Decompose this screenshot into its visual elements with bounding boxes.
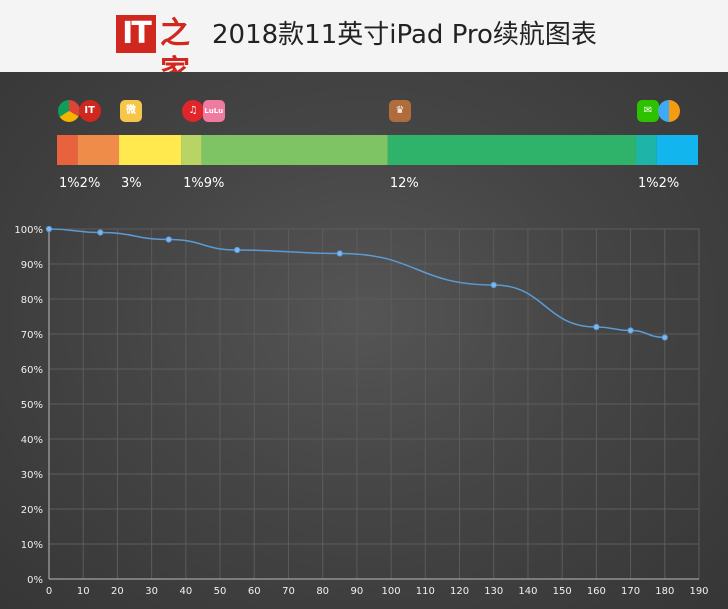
- data-point: [336, 250, 343, 257]
- x-tick-label: 110: [416, 586, 435, 597]
- y-tick-label: 40%: [21, 435, 43, 446]
- wechat-icon: ✉: [636, 100, 659, 122]
- x-tick-label: 160: [587, 586, 606, 597]
- y-tick-label: 30%: [21, 470, 43, 481]
- x-tick-label: 100: [382, 586, 401, 597]
- data-point: [234, 246, 241, 254]
- x-tick-label: 20: [111, 586, 124, 597]
- usage-segment: [77, 135, 120, 165]
- x-tick-label: 190: [689, 586, 708, 597]
- netease-music-icon: ♫: [182, 100, 205, 122]
- x-tick-label: 70: [282, 586, 295, 597]
- x-tick-label: 60: [248, 586, 261, 597]
- x-tick-label: 180: [655, 586, 674, 597]
- x-tick-label: 150: [553, 586, 572, 597]
- usage-percent-label: 9%: [204, 176, 225, 191]
- data-point: [490, 281, 497, 289]
- logo-it-mark: IT: [116, 15, 156, 53]
- usage-segment: [635, 135, 657, 165]
- y-tick-label: 80%: [21, 295, 43, 306]
- y-tick-label: 10%: [21, 540, 43, 551]
- data-point: [97, 229, 104, 236]
- usage-percent-label: 2%: [659, 176, 680, 191]
- y-tick-label: 70%: [21, 330, 43, 341]
- usage-segment: [656, 135, 698, 165]
- weibo-icon: 微: [120, 100, 143, 122]
- usage-segment: [119, 135, 182, 165]
- x-tick-label: 10: [77, 586, 90, 597]
- data-point: [661, 334, 668, 341]
- ithome-icon: IT: [78, 100, 101, 122]
- x-tick-label: 170: [621, 586, 640, 597]
- x-tick-label: 40: [179, 586, 192, 597]
- x-tick-label: 80: [316, 586, 329, 597]
- game-icon: ♛: [388, 100, 411, 122]
- x-tick-label: 140: [518, 586, 537, 597]
- chrome-icon: [58, 100, 80, 122]
- y-tick-label: 100%: [14, 225, 43, 236]
- safari-browser-icon: [657, 100, 680, 122]
- y-tick-label: 0%: [27, 575, 43, 586]
- data-point: [627, 327, 634, 334]
- usage-percent-label: 1%: [638, 176, 659, 191]
- battery-line: [48, 228, 665, 339]
- usage-percent-label: 1%: [183, 176, 204, 191]
- x-tick-label: 50: [214, 586, 227, 597]
- usage-percent-label: 1%: [59, 176, 80, 191]
- header-bar: IT 之家 2018款11英寸iPad Pro续航图表: [0, 0, 728, 89]
- usage-percent-label: 12%: [390, 176, 419, 191]
- y-tick-label: 60%: [21, 365, 43, 376]
- usage-segment: [57, 135, 78, 165]
- usage-segment: [181, 135, 202, 165]
- y-tick-label: 90%: [21, 260, 43, 271]
- x-tick-label: 120: [450, 586, 469, 597]
- chart-title: 2018款11英寸iPad Pro续航图表: [212, 20, 597, 50]
- usage-segment: [201, 135, 388, 165]
- x-tick-label: 90: [351, 586, 364, 597]
- y-tick-label: 50%: [21, 400, 43, 411]
- data-point: [165, 236, 172, 243]
- data-point: [45, 225, 53, 233]
- x-tick-label: 130: [484, 586, 503, 597]
- data-point: [593, 323, 600, 331]
- x-tick-label: 30: [145, 586, 158, 597]
- usage-segment: [387, 135, 636, 165]
- y-tick-label: 20%: [21, 505, 43, 516]
- lofter-video-icon: LuLu: [202, 100, 225, 122]
- usage-percent-label: 3%: [121, 176, 142, 191]
- x-tick-label: 0: [46, 586, 52, 597]
- usage-percent-label: 2%: [80, 176, 101, 191]
